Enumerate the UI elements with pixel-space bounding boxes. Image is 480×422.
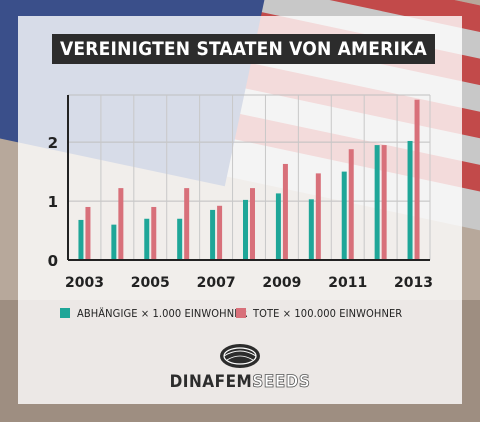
bar-tote-2007 [217,205,223,260]
bar-tote-2009 [282,163,288,260]
brand-wordmark: DINAFEMSEEDS [0,372,480,393]
chart-panel [18,16,462,404]
bar-tote-2005 [151,206,157,260]
bar-abhaengige-2011 [341,171,347,260]
bar-tote-2006 [184,188,190,260]
bar-abhaengige-2010 [308,199,314,260]
legend-swatch-teal [60,308,70,318]
bars [78,99,420,260]
y-tick-label: 2 [48,134,58,152]
bar-chart: 0 1 2 2003 2005 2007 2009 2011 2013 [48,94,433,291]
bar-tote-2013 [414,99,420,260]
bar-tote-2008 [250,188,255,260]
legend-item-tote: TOTE × 100.000 EINWOHNER [236,305,402,321]
bar-abhaengige-2004 [111,224,117,260]
bar-abhaengige-2003 [78,219,84,260]
legend-swatch-pink [236,308,246,318]
legend-item-abhaengige: ABHÄNGIGE × 1.000 EINWOHNER [60,305,248,321]
bar-tote-2012 [381,145,387,260]
y-tick-label: 0 [48,252,58,270]
bar-abhaengige-2012 [374,145,380,260]
bar-abhaengige-2005 [144,218,150,260]
x-tick-label: 2009 [262,275,301,291]
legend-label-tote: TOTE × 100.000 EINWOHNER [253,306,403,320]
x-tick-label: 2005 [131,275,170,291]
bar-tote-2010 [315,173,321,260]
brand-logo: DINAFEMSEEDS [0,342,480,402]
x-tick-label: 2003 [65,275,104,291]
tick-labels: 0 1 2 2003 2005 2007 2009 2011 2013 [48,134,433,291]
chart-title: VEREINIGTEN STAATEN VON AMERIKA [52,34,435,64]
x-tick-label: 2007 [197,275,236,291]
bar-tote-2003 [85,206,91,260]
brand-name-part2: SEEDS [252,372,311,393]
bar-tote-2004 [118,188,124,260]
brand-name-part1: DINAFEM [169,372,253,392]
bar-abhaengige-2013 [407,140,413,260]
x-tick-label: 2013 [394,275,433,291]
y-tick-label: 1 [48,193,58,211]
x-tick-label: 2011 [328,275,367,291]
axes [67,95,430,261]
seed-logo-icon [220,344,260,368]
bar-tote-2011 [348,149,354,260]
bar-abhaengige-2008 [243,199,248,260]
legend-label-abhaengige: ABHÄNGIGE × 1.000 EINWOHNER [77,306,248,320]
bar-abhaengige-2009 [275,193,281,260]
bar-abhaengige-2006 [177,218,183,260]
bar-abhaengige-2007 [210,209,216,260]
